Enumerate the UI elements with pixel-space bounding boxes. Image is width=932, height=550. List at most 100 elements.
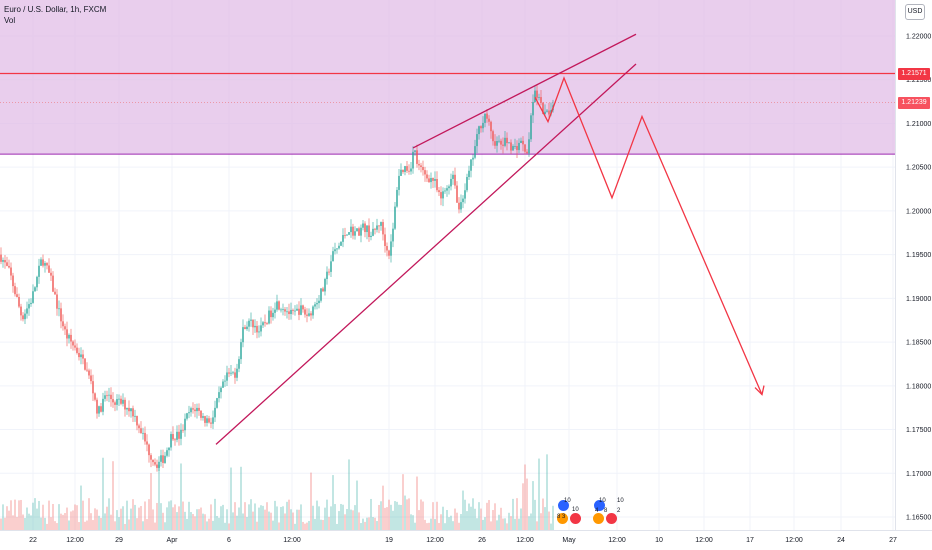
candle-body (362, 223, 364, 228)
time-tick-label[interactable]: 26 (478, 537, 486, 544)
volume-bar (548, 511, 550, 530)
price-tick-label[interactable]: 1.21000 (906, 121, 931, 128)
time-tick-label[interactable]: 12:00 (283, 537, 301, 544)
time-tick-label[interactable]: 12:00 (426, 537, 444, 544)
volume-bar (28, 513, 30, 530)
candle-body (356, 228, 358, 232)
volume-bar (534, 499, 536, 530)
event-icon[interactable] (593, 513, 604, 524)
volume-bar (442, 506, 444, 530)
wedge-upper-line[interactable] (412, 33, 637, 149)
event-icon[interactable] (594, 500, 605, 511)
volume-bar (384, 507, 386, 530)
price-tick-label[interactable]: 1.20500 (906, 165, 931, 172)
candle-body (120, 398, 122, 404)
price-tick-label[interactable]: 1.22000 (906, 34, 931, 41)
candle-body (276, 301, 278, 310)
candle-body (142, 432, 144, 434)
candle-body (74, 345, 76, 348)
candle-body (300, 305, 302, 315)
volume-bar (194, 516, 196, 530)
time-tick-label[interactable]: 17 (746, 537, 754, 544)
volume-bar (472, 498, 474, 530)
time-tick-label[interactable]: 12:00 (66, 537, 84, 544)
candle-body (428, 178, 430, 183)
wedge-lower-line[interactable] (215, 63, 637, 445)
volume-bar (200, 507, 202, 530)
candle-body (208, 418, 210, 423)
volume-bar (490, 521, 492, 530)
candle-body (532, 101, 534, 116)
price-tick-label[interactable]: 1.17500 (906, 427, 931, 434)
volume-bar (232, 512, 234, 530)
volume-bar (230, 467, 232, 530)
time-tick-label[interactable]: 12:00 (785, 537, 803, 544)
time-tick-label[interactable]: 24 (837, 537, 845, 544)
event-icon[interactable] (557, 513, 568, 524)
candle-body (24, 313, 26, 320)
price-tick-label[interactable]: 1.21500 (906, 77, 931, 84)
price-tick-label[interactable]: 1.19000 (906, 296, 931, 303)
time-tick-label[interactable]: 27 (889, 537, 897, 544)
time-tick-label[interactable]: 12:00 (516, 537, 534, 544)
time-tick-label[interactable]: 12:00 (608, 537, 626, 544)
volume-bar (244, 502, 246, 530)
time-tick-label[interactable]: May (562, 537, 576, 544)
event-icon[interactable] (558, 500, 569, 511)
volume-bar (532, 481, 534, 530)
event-icon[interactable] (606, 513, 617, 524)
candle-body (426, 174, 428, 179)
volume-bar (316, 500, 318, 530)
volume-bar (382, 485, 384, 530)
candle-body (60, 308, 62, 322)
candle-body (494, 141, 496, 146)
time-tick-label[interactable]: 12:00 (695, 537, 713, 544)
price-tick-label[interactable]: 1.18000 (906, 383, 931, 390)
time-axis-labels[interactable]: 22 12:00 29 Apr 6 12:00 19 12:00 26 12:00 May 12:00… (29, 537, 897, 544)
volume-label[interactable]: Vol (4, 16, 16, 25)
trend-drawings[interactable] (215, 33, 765, 445)
volume-bar (392, 510, 394, 530)
volume-bar (370, 498, 372, 530)
economic-events-group-2[interactable]: 10 4 8 10 2 (592, 498, 624, 526)
volume-bar (358, 512, 360, 530)
volume-bar (408, 498, 410, 530)
volume-bar (550, 523, 552, 530)
volume-bar (58, 504, 60, 530)
price-axis-labels[interactable]: 1.22000 1.21500 1.21000 1.20500 1.20000 1.195… (906, 34, 931, 522)
volume-bar (380, 501, 382, 530)
candle-body (502, 144, 504, 146)
price-tick-label[interactable]: 1.20000 (906, 208, 931, 215)
volume-bar (366, 517, 368, 530)
time-tick-label[interactable]: 29 (115, 537, 123, 544)
candle-body (118, 398, 120, 400)
event-icon[interactable] (570, 513, 581, 524)
currency-button[interactable]: USD (905, 4, 925, 20)
volume-bar (306, 522, 308, 530)
supply-zone-rectangle[interactable] (0, 0, 895, 155)
volume-bar (218, 517, 220, 530)
volume-bar (44, 517, 46, 530)
time-tick-label[interactable]: 22 (29, 537, 37, 544)
time-tick-label[interactable]: 10 (655, 537, 663, 544)
volume-bar (106, 506, 108, 530)
candle-body (328, 271, 330, 273)
candle-body (360, 227, 362, 236)
economic-events-group-1[interactable]: 10 8 3 10 (556, 498, 584, 526)
time-tick-label[interactable]: 6 (227, 537, 231, 544)
volume-bar (320, 519, 322, 530)
volume-bar (252, 511, 254, 530)
price-tick-label[interactable]: 1.17000 (906, 471, 931, 478)
projected-path-arrowhead[interactable] (754, 385, 765, 396)
volume-bar (280, 506, 282, 530)
time-tick-label[interactable]: Apr (167, 537, 179, 544)
symbol-title[interactable]: Euro / U.S. Dollar, 1h, FXCM (4, 5, 107, 14)
price-tick-label[interactable]: 1.19500 (906, 252, 931, 259)
candle-body (20, 306, 22, 316)
price-tick-label[interactable]: 1.16500 (906, 515, 931, 522)
projected-path[interactable] (534, 76, 763, 395)
candle-body (264, 322, 266, 324)
price-tick-label[interactable]: 1.18500 (906, 340, 931, 347)
time-tick-label[interactable]: 19 (385, 537, 393, 544)
